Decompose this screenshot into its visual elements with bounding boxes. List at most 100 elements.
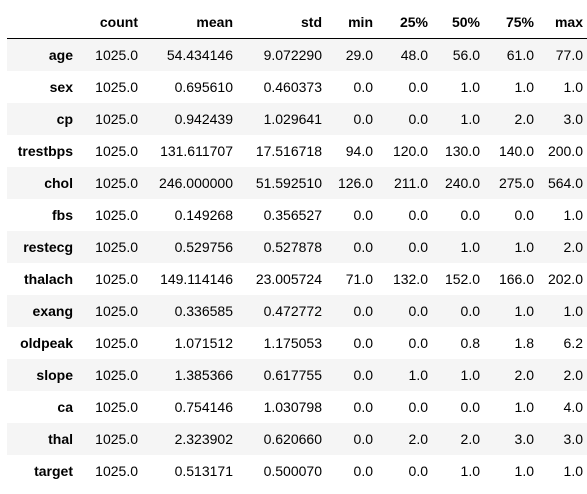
table-cell: 0.336585 xyxy=(174,303,233,319)
table-cell: 3.0 xyxy=(514,431,534,447)
table-cell: 2.0 xyxy=(563,367,583,383)
table-cell: 2.0 xyxy=(514,367,534,383)
table-cell: 240.0 xyxy=(444,175,480,191)
row-label: ca xyxy=(57,399,73,415)
table-cell: 1.0 xyxy=(460,367,480,383)
table-row: oldpeak 1025.0 1.071512 1.175053 0.0 0.0 0.8 1.… xyxy=(7,327,587,359)
table-cell: 0.0 xyxy=(460,303,480,319)
table-cell: 1.0 xyxy=(460,239,480,255)
header-row: count mean std min 25% 50% 75% max xyxy=(7,6,587,39)
table-cell: 1025.0 xyxy=(95,271,138,287)
table-cell: 0.620660 xyxy=(263,431,322,447)
table-cell: 1.029641 xyxy=(263,111,322,127)
row-label: thalach xyxy=(23,271,73,287)
row-label: thal xyxy=(48,431,73,447)
table-cell: 0.8 xyxy=(460,335,480,351)
table-cell: 1.0 xyxy=(514,79,534,95)
row-label: restecg xyxy=(23,239,73,255)
table-cell: 2.0 xyxy=(514,111,534,127)
column-header: min xyxy=(326,6,377,39)
table-cell: 275.0 xyxy=(498,175,534,191)
table-cell: 1.0 xyxy=(563,207,583,223)
table-cell: 1025.0 xyxy=(95,175,138,191)
table-cell: 1025.0 xyxy=(95,111,138,127)
column-header: 25% xyxy=(377,6,432,39)
table-cell: 1.0 xyxy=(514,399,534,415)
table-cell: 1.071512 xyxy=(174,335,233,351)
table-cell: 0.356527 xyxy=(263,207,322,223)
table-cell: 1025.0 xyxy=(95,399,138,415)
table-cell: 1.8 xyxy=(514,335,534,351)
table-cell: 1025.0 xyxy=(95,463,138,479)
table-cell: 0.527878 xyxy=(263,239,322,255)
table-cell: 56.0 xyxy=(452,47,480,63)
table-cell: 0.513171 xyxy=(174,463,233,479)
table-cell: 246.000000 xyxy=(159,175,233,191)
table-cell: 564.0 xyxy=(547,175,583,191)
table-cell: 0.0 xyxy=(408,79,428,95)
table-row: age 1025.0 54.434146 9.072290 29.0 48.0 56.0 61… xyxy=(7,38,587,71)
table-body: age 1025.0 54.434146 9.072290 29.0 48.0 56.0 61… xyxy=(7,38,587,487)
describe-table: count mean std min 25% 50% 75% max age 10… xyxy=(7,6,587,487)
table-cell: 0.0 xyxy=(408,239,428,255)
table-cell: 71.0 xyxy=(345,271,373,287)
table-cell: 48.0 xyxy=(400,47,428,63)
row-label: target xyxy=(34,463,73,479)
table-cell: 3.0 xyxy=(563,431,583,447)
table-cell: 140.0 xyxy=(498,143,534,159)
table-cell: 1025.0 xyxy=(95,143,138,159)
table-cell: 0.0 xyxy=(353,367,373,383)
table-cell: 1.0 xyxy=(514,463,534,479)
table-cell: 1.030798 xyxy=(263,399,322,415)
table-cell: 120.0 xyxy=(392,143,428,159)
table-cell: 126.0 xyxy=(337,175,373,191)
table-row: slope 1025.0 1.385366 0.617755 0.0 1.0 1.0 2.0 2… xyxy=(7,359,587,391)
table-cell: 0.0 xyxy=(408,303,428,319)
column-header: mean xyxy=(142,6,237,39)
table-cell: 0.754146 xyxy=(174,399,233,415)
table-cell: 1025.0 xyxy=(95,239,138,255)
table-cell: 0.0 xyxy=(408,399,428,415)
table-row: thal 1025.0 2.323902 0.620660 0.0 2.0 2.0 3.0 3.… xyxy=(7,423,587,455)
table-cell: 61.0 xyxy=(506,47,534,63)
table-cell: 0.149268 xyxy=(174,207,233,223)
table-cell: 200.0 xyxy=(547,143,583,159)
table-cell: 1025.0 xyxy=(95,47,138,63)
table-cell: 4.0 xyxy=(563,399,583,415)
table-cell: 0.0 xyxy=(460,207,480,223)
row-label: trestbps xyxy=(17,143,73,159)
table-cell: 1.175053 xyxy=(263,335,322,351)
table-cell: 152.0 xyxy=(444,271,480,287)
table-cell: 1025.0 xyxy=(95,79,138,95)
table-cell: 6.2 xyxy=(563,335,583,351)
table-cell: 0.0 xyxy=(353,111,373,127)
row-label: oldpeak xyxy=(20,335,73,351)
table-cell: 51.592510 xyxy=(255,175,322,191)
table-cell: 0.695610 xyxy=(174,79,233,95)
table-cell: 29.0 xyxy=(345,47,373,63)
table-row: thalach 1025.0 149.114146 23.005724 71.0 132.… xyxy=(7,263,587,295)
table-row: trestbps 1025.0 131.611707 17.516718 94.0 120… xyxy=(7,135,587,167)
table-cell: 2.0 xyxy=(460,431,480,447)
table-cell: 132.0 xyxy=(392,271,428,287)
table-cell: 0.0 xyxy=(353,399,373,415)
column-header: 75% xyxy=(484,6,538,39)
table-row: exang 1025.0 0.336585 0.472772 0.0 0.0 0.0 1.0 1… xyxy=(7,295,587,327)
table-cell: 0.500070 xyxy=(263,463,322,479)
table-row: chol 1025.0 246.000000 51.592510 126.0 211.0 2… xyxy=(7,167,587,199)
table-cell: 1.0 xyxy=(514,239,534,255)
table-cell: 2.0 xyxy=(563,239,583,255)
table-cell: 9.072290 xyxy=(263,47,322,63)
table-cell: 1.0 xyxy=(563,79,583,95)
table-cell: 3.0 xyxy=(563,111,583,127)
table-cell: 0.0 xyxy=(353,239,373,255)
table-cell: 0.0 xyxy=(408,335,428,351)
row-label: fbs xyxy=(52,207,73,223)
table-cell: 166.0 xyxy=(498,271,534,287)
table-cell: 0.0 xyxy=(353,335,373,351)
table-cell: 0.0 xyxy=(460,399,480,415)
table-cell: 1025.0 xyxy=(95,207,138,223)
row-label: chol xyxy=(44,175,73,191)
table-row: ca 1025.0 0.754146 1.030798 0.0 0.0 0.0 1.0 4.0 xyxy=(7,391,587,423)
